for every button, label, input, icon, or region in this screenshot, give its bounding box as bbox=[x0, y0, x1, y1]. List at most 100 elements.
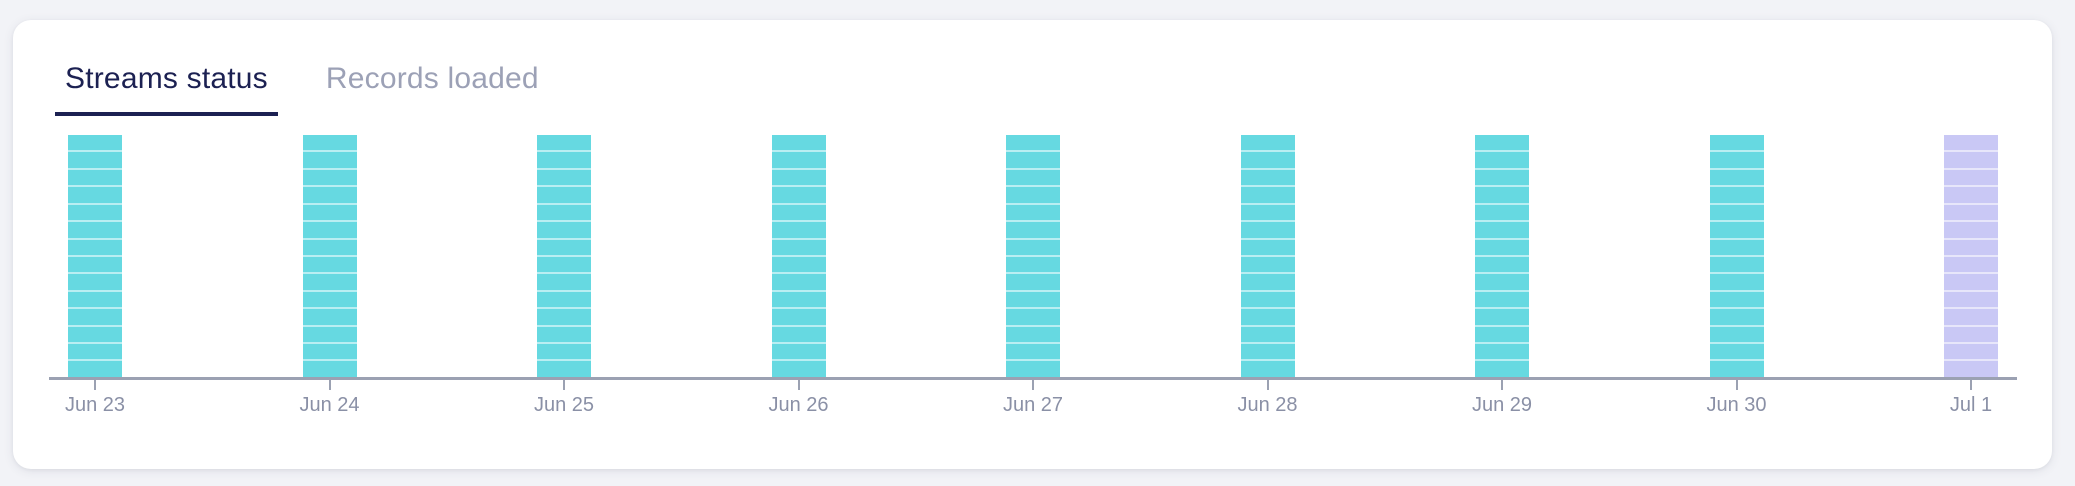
bar-segment bbox=[1944, 256, 1998, 273]
bar-segment bbox=[771, 344, 826, 360]
bar-segment bbox=[537, 361, 591, 377]
axis-tick-jun-30 bbox=[1735, 380, 1738, 390]
tick-slot bbox=[284, 380, 376, 390]
bar-segment bbox=[1006, 152, 1060, 168]
bar-segment bbox=[68, 256, 122, 273]
bar-segment bbox=[302, 239, 357, 255]
bar-segment bbox=[1240, 222, 1295, 238]
bar-jun-27[interactable] bbox=[1006, 135, 1060, 377]
x-axis-label-jun-30: Jun 30 bbox=[1706, 394, 1767, 416]
bar-segment bbox=[1475, 291, 1529, 308]
bar-slot bbox=[518, 135, 610, 377]
bar-segment bbox=[1709, 361, 1764, 377]
bar-segment bbox=[302, 326, 357, 343]
bar-segment bbox=[1709, 274, 1764, 290]
bar-segment bbox=[1944, 291, 1998, 308]
bar-segment bbox=[1240, 326, 1295, 343]
x-axis-label-jun-27: Jun 27 bbox=[1002, 394, 1064, 416]
bar-segment bbox=[771, 291, 826, 308]
bar-segment bbox=[1944, 274, 1998, 290]
bar-segment bbox=[771, 187, 826, 203]
bar-segment bbox=[537, 222, 591, 238]
axis-tick-jun-25 bbox=[563, 380, 565, 390]
bar-segment bbox=[771, 222, 826, 238]
bar-segment bbox=[1944, 135, 1998, 151]
bar-segment bbox=[1006, 274, 1060, 290]
bar-jun-25[interactable] bbox=[537, 135, 591, 377]
bar-jun-24[interactable] bbox=[302, 135, 357, 377]
bar-slot bbox=[1925, 135, 2017, 377]
bar-segment bbox=[537, 256, 591, 273]
bar-segment bbox=[302, 135, 357, 151]
bar-segment bbox=[1709, 256, 1764, 273]
tick-slot bbox=[1925, 380, 2017, 390]
bar-segment bbox=[1475, 326, 1529, 343]
bar-segment bbox=[771, 256, 826, 273]
bar-segment bbox=[1240, 344, 1295, 360]
bar-segment bbox=[771, 326, 826, 343]
axis-tick-jun-23 bbox=[94, 380, 96, 390]
x-axis-labels: Jun 23 Jun 24 Jun 25 Jun 26 Jun 27 Jun 28 Jun … bbox=[49, 393, 2017, 417]
bar-segment bbox=[1944, 239, 1998, 255]
bar-segment bbox=[1006, 135, 1060, 151]
bar-segment bbox=[1240, 309, 1295, 325]
bar-segment bbox=[1475, 239, 1529, 255]
bar-slot bbox=[987, 135, 1079, 377]
tick-slot bbox=[753, 380, 845, 390]
bar-segment bbox=[1006, 344, 1060, 360]
bar-segment bbox=[1006, 309, 1060, 325]
axis-tick-jul-1 bbox=[1970, 380, 1972, 390]
bar-segment bbox=[302, 361, 357, 377]
bar-segment bbox=[537, 344, 591, 360]
bar-jul-1[interactable] bbox=[1944, 135, 1998, 377]
bar-jun-30[interactable] bbox=[1709, 135, 1764, 377]
bar-segment bbox=[1709, 187, 1764, 203]
bar-segment bbox=[1240, 135, 1295, 151]
axis-tick-jun-26 bbox=[797, 380, 800, 390]
bars-row bbox=[49, 135, 2017, 377]
bar-segment bbox=[302, 309, 357, 325]
axis-tick-jun-28 bbox=[1266, 380, 1269, 390]
bar-segment bbox=[1475, 169, 1529, 186]
bar-segment bbox=[537, 169, 591, 186]
bar-segment bbox=[68, 169, 122, 186]
bar-segment bbox=[302, 291, 357, 308]
bar-segment bbox=[1944, 152, 1998, 168]
bar-segment bbox=[1006, 326, 1060, 343]
bar-segment bbox=[1944, 169, 1998, 186]
bar-jun-29[interactable] bbox=[1475, 135, 1529, 377]
bar-segment bbox=[1475, 256, 1529, 273]
bar-segment bbox=[1006, 291, 1060, 308]
bar-segment bbox=[302, 222, 357, 238]
bar-segment bbox=[1006, 187, 1060, 203]
bar-segment bbox=[68, 309, 122, 325]
x-axis-ticks bbox=[49, 380, 2017, 390]
bar-segment bbox=[1006, 204, 1060, 221]
bar-segment bbox=[771, 309, 826, 325]
bar-slot bbox=[1456, 135, 1548, 377]
x-axis-label-jun-28: Jun 28 bbox=[1237, 394, 1298, 416]
bar-segment bbox=[302, 344, 357, 360]
bar-segment bbox=[1006, 169, 1060, 186]
x-axis-line bbox=[49, 377, 2017, 380]
tab-streams-status[interactable]: Streams status bbox=[55, 61, 278, 116]
bar-segment bbox=[302, 187, 357, 203]
bar-segment bbox=[1240, 169, 1295, 186]
bar-jun-28[interactable] bbox=[1240, 135, 1295, 377]
bar-jun-23[interactable] bbox=[68, 135, 122, 377]
bar-segment bbox=[1475, 152, 1529, 168]
bar-segment bbox=[1709, 204, 1764, 221]
bar-segment bbox=[1944, 344, 1998, 360]
bar-slot bbox=[1222, 135, 1314, 377]
axis-tick-jun-29 bbox=[1501, 380, 1503, 390]
tab-records-loaded[interactable]: Records loaded bbox=[325, 62, 539, 95]
bar-segment bbox=[771, 169, 826, 186]
bar-segment bbox=[1240, 361, 1295, 377]
x-axis-label-jun-24: Jun 24 bbox=[299, 394, 360, 416]
tick-slot bbox=[987, 380, 1079, 390]
bar-segment bbox=[537, 239, 591, 255]
bar-jun-26[interactable] bbox=[771, 135, 826, 377]
bar-segment bbox=[68, 135, 122, 151]
tick-slot bbox=[518, 380, 610, 390]
bar-slot bbox=[284, 135, 376, 377]
